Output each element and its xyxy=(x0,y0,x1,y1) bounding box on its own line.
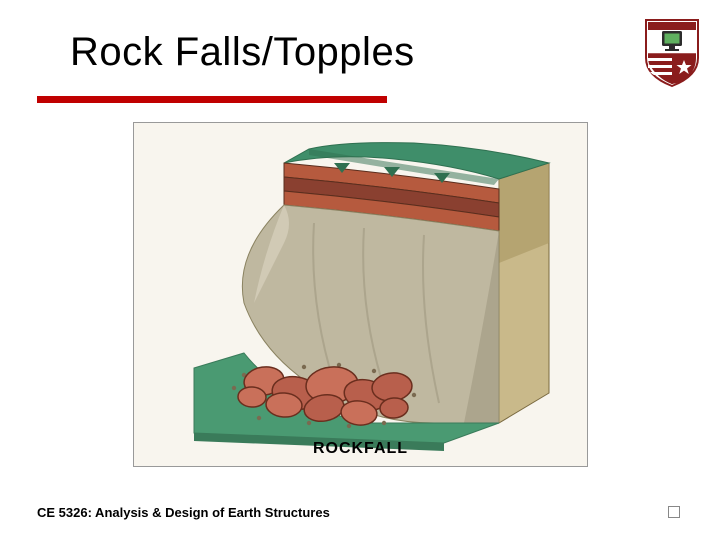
university-crest-logo xyxy=(642,14,702,88)
footer-decorative-square-icon xyxy=(668,506,680,518)
debris-dot xyxy=(372,369,376,373)
rockfall-diagram: ROCKFALL xyxy=(133,122,588,467)
fallen-rock xyxy=(237,386,266,407)
footer-course-text: CE 5326: Analysis & Design of Earth Stru… xyxy=(37,505,330,520)
debris-dot xyxy=(302,365,306,369)
figure-caption: ROCKFALL xyxy=(313,440,408,458)
debris-dot xyxy=(412,393,416,397)
debris-dot xyxy=(382,421,386,425)
debris-dot xyxy=(347,424,351,428)
title-underline xyxy=(37,96,387,103)
slide: Rock Falls/Topples xyxy=(0,0,720,540)
rockfall-svg xyxy=(134,123,588,467)
debris-dot xyxy=(232,386,236,390)
debris-dot xyxy=(257,416,261,420)
debris-dot xyxy=(307,421,311,425)
slide-title: Rock Falls/Topples xyxy=(70,30,415,75)
